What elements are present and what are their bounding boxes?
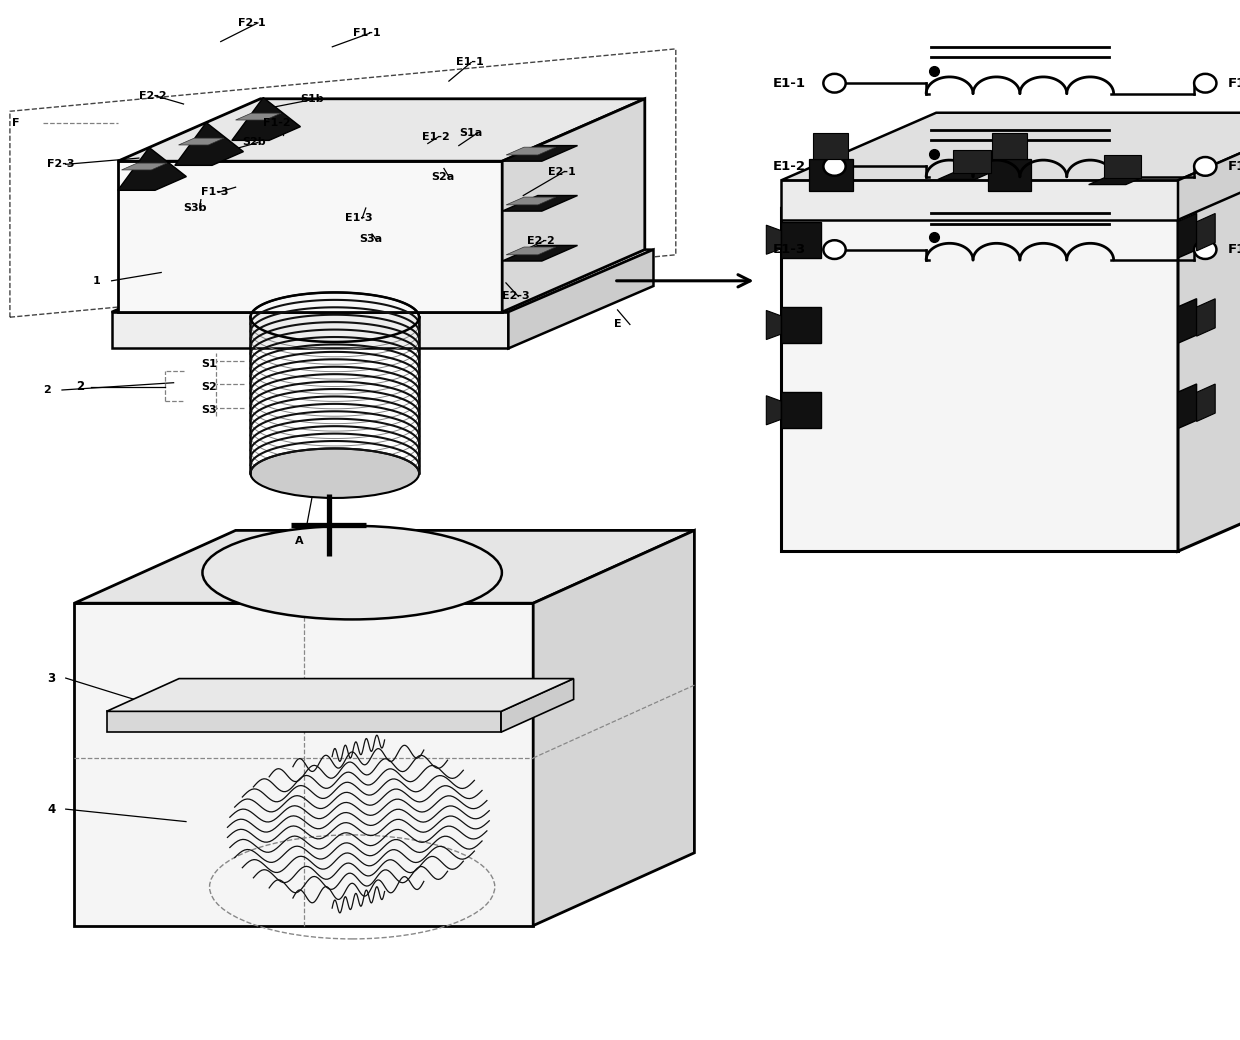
Polygon shape — [502, 146, 578, 161]
Text: F1-1: F1-1 — [353, 28, 381, 38]
Ellipse shape — [250, 448, 419, 498]
Text: F1-2: F1-2 — [263, 118, 290, 128]
Text: S3b: S3b — [184, 203, 207, 213]
Polygon shape — [1178, 112, 1240, 219]
Text: E1-2: E1-2 — [422, 132, 449, 142]
Polygon shape — [112, 312, 508, 348]
Text: 3: 3 — [47, 672, 56, 684]
Text: E1-1: E1-1 — [773, 77, 806, 89]
Polygon shape — [502, 99, 645, 312]
Polygon shape — [74, 603, 533, 926]
Polygon shape — [506, 198, 556, 205]
Polygon shape — [502, 196, 578, 211]
Polygon shape — [1197, 298, 1215, 336]
Polygon shape — [112, 250, 653, 312]
Text: F2-2: F2-2 — [139, 90, 166, 101]
Polygon shape — [1104, 155, 1141, 178]
Text: F1-2: F1-2 — [1228, 160, 1240, 173]
Polygon shape — [506, 246, 556, 255]
Polygon shape — [781, 140, 1240, 208]
Text: 2: 2 — [43, 385, 51, 395]
Circle shape — [1194, 74, 1216, 93]
Polygon shape — [987, 159, 1030, 190]
Text: F2-3: F2-3 — [47, 159, 74, 170]
Text: A: A — [295, 536, 304, 546]
Polygon shape — [937, 173, 991, 179]
Text: F1-1: F1-1 — [1228, 77, 1240, 89]
Polygon shape — [118, 148, 186, 190]
Text: F1-3: F1-3 — [1228, 243, 1240, 256]
Polygon shape — [766, 395, 781, 425]
Text: S1a: S1a — [459, 128, 482, 138]
Text: S3: S3 — [201, 405, 217, 415]
Polygon shape — [1178, 298, 1197, 343]
Polygon shape — [1178, 213, 1197, 258]
Circle shape — [1194, 240, 1216, 259]
Text: E1-2: E1-2 — [773, 160, 806, 173]
Polygon shape — [107, 711, 501, 732]
Ellipse shape — [202, 526, 502, 620]
Polygon shape — [502, 245, 578, 261]
Polygon shape — [533, 530, 694, 926]
Text: F1-3: F1-3 — [201, 187, 228, 198]
Polygon shape — [813, 133, 848, 159]
Polygon shape — [501, 678, 574, 732]
Polygon shape — [506, 148, 556, 155]
Polygon shape — [766, 226, 781, 255]
Polygon shape — [74, 530, 694, 603]
Circle shape — [823, 157, 846, 176]
Polygon shape — [766, 310, 781, 339]
Polygon shape — [232, 98, 300, 140]
Polygon shape — [122, 163, 167, 170]
Text: 1: 1 — [93, 276, 100, 286]
Text: S1b: S1b — [300, 94, 324, 104]
Text: S3a: S3a — [360, 234, 383, 244]
Text: S2b: S2b — [242, 137, 265, 148]
Polygon shape — [107, 678, 574, 711]
Polygon shape — [1178, 384, 1197, 428]
Polygon shape — [781, 222, 821, 258]
Polygon shape — [781, 392, 821, 428]
Polygon shape — [781, 307, 821, 343]
Text: 4: 4 — [47, 803, 56, 815]
Polygon shape — [1089, 178, 1141, 185]
Text: E2-2: E2-2 — [527, 236, 554, 246]
Text: S2a: S2a — [432, 172, 455, 182]
Polygon shape — [781, 208, 1178, 551]
Text: F2-1: F2-1 — [238, 18, 265, 28]
Polygon shape — [118, 161, 502, 312]
Text: F: F — [12, 118, 20, 128]
Polygon shape — [992, 133, 1027, 159]
Polygon shape — [1197, 213, 1215, 251]
Text: E1-1: E1-1 — [456, 57, 484, 68]
Polygon shape — [179, 138, 224, 145]
Text: E1-3: E1-3 — [773, 243, 806, 256]
Polygon shape — [954, 150, 991, 173]
Polygon shape — [781, 112, 1240, 180]
Text: S2: S2 — [201, 382, 217, 392]
Circle shape — [823, 74, 846, 93]
Polygon shape — [508, 250, 653, 348]
Circle shape — [823, 240, 846, 259]
Polygon shape — [1178, 140, 1240, 551]
Polygon shape — [118, 99, 645, 161]
Text: E2-1: E2-1 — [548, 166, 575, 177]
Text: E: E — [614, 319, 621, 330]
Polygon shape — [236, 113, 281, 120]
Text: S1: S1 — [201, 359, 217, 369]
Polygon shape — [1197, 384, 1215, 421]
Circle shape — [1194, 157, 1216, 176]
Text: E1-3: E1-3 — [345, 213, 372, 224]
Polygon shape — [808, 159, 853, 190]
Polygon shape — [175, 123, 243, 165]
Text: E2-3: E2-3 — [502, 291, 529, 302]
Text: 2: 2 — [76, 381, 84, 393]
Polygon shape — [781, 180, 1178, 219]
